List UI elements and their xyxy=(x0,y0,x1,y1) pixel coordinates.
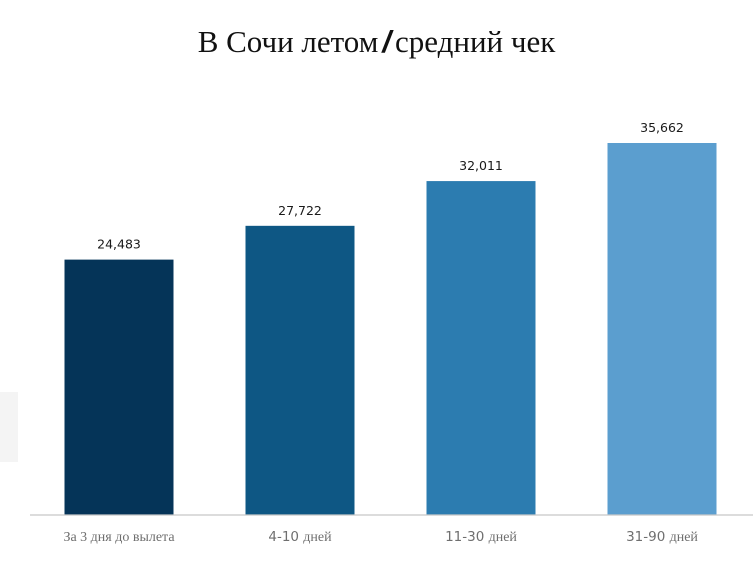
title-separator: / xyxy=(382,24,391,59)
value-label-4: 35,662 xyxy=(640,120,684,135)
bar-1 xyxy=(64,259,174,515)
category-label-4: 31-90 дней xyxy=(626,529,698,545)
category-label-2: 4-10 дней xyxy=(268,529,332,545)
title-part-2: средний чек xyxy=(394,24,556,59)
chart-title: В Сочи летом / средний чек xyxy=(0,24,753,60)
value-label-1: 24,483 xyxy=(97,237,141,252)
value-label-3: 32,011 xyxy=(459,158,503,173)
bars-layer xyxy=(64,143,717,516)
bar-4 xyxy=(607,143,717,515)
title-part-1: В Сочи летом xyxy=(197,24,379,59)
bar-3 xyxy=(426,181,536,515)
left-edge-shade xyxy=(0,392,18,462)
value-label-2: 27,722 xyxy=(278,203,322,218)
labels-layer: 24,483 За 3 дня до вылета 27,722 4-10 дней 3… xyxy=(63,120,698,545)
category-label-1: За 3 дня до вылета xyxy=(63,530,175,545)
category-label-3: 11-30 дней xyxy=(445,529,517,545)
bar-2 xyxy=(245,225,355,516)
